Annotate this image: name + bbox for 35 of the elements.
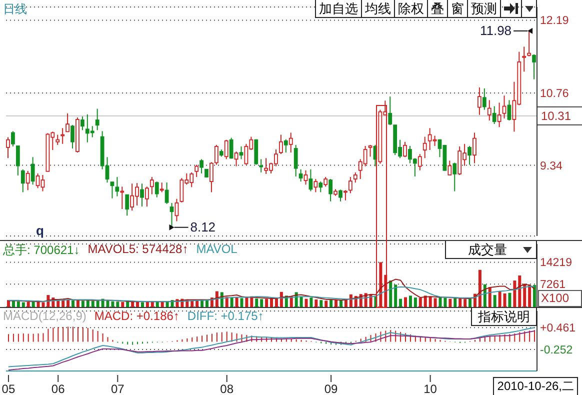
y-tick-label: 9.34 (540, 160, 563, 172)
text: MAVOL (196, 242, 238, 258)
annotation: 11.98 (480, 22, 512, 38)
y-tick-label: 7261 (540, 279, 566, 292)
annotation: 8.12 (190, 219, 216, 234)
annotation: 均线 (361, 0, 394, 18)
annotation: q (36, 223, 44, 238)
button: 指标说明 (471, 308, 537, 326)
chart-title: MACD(12,26,9) (3, 309, 86, 323)
dropdown: 成交量 (445, 241, 537, 259)
annotation: 叠 (427, 0, 447, 18)
series-label: DIFF: +0.175↑ (187, 309, 264, 323)
chart-title: 日线 (3, 1, 27, 18)
annotation: 加自选 (315, 0, 361, 18)
y-tick-label: +0.461 (540, 322, 576, 335)
y-tick-label: 10.76 (540, 88, 569, 100)
y-tick-label: 14219 (540, 257, 572, 270)
x-tick-label: 07 (110, 382, 125, 395)
annotation: 成交量 (468, 240, 507, 258)
date-box: 2010-10-26,二 (493, 377, 578, 395)
x-tick-label: 06 (51, 382, 66, 395)
text: MAVOL5: 574428↑ (88, 242, 188, 258)
x-tick-label: 10 (424, 382, 438, 395)
annotation: 预测 (467, 0, 500, 18)
y-tick-label: -0.252 (540, 344, 573, 357)
ref-line-label: 10.31 (541, 108, 572, 123)
unit-box: X100 (538, 290, 582, 307)
x-tick-label: 05 (2, 382, 16, 395)
x-tick-label: 09 (324, 382, 338, 395)
text: 总手: 700621↓ (3, 242, 80, 259)
annotation: 窗 (447, 0, 467, 18)
annotation: 除权 (394, 0, 427, 18)
series-label: MACD: +0.186↑ (94, 309, 180, 323)
y-tick-label: 12.19 (540, 15, 569, 28)
x-tick-label: 08 (220, 382, 234, 395)
